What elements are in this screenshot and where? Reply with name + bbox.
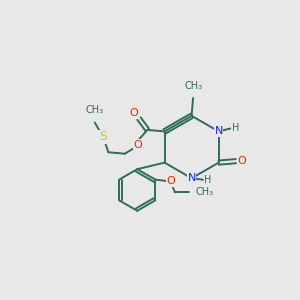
Text: CH₃: CH₃ bbox=[196, 188, 214, 197]
Text: O: O bbox=[166, 176, 175, 186]
Text: CH₃: CH₃ bbox=[184, 81, 202, 91]
Text: N: N bbox=[188, 173, 196, 183]
Text: O: O bbox=[237, 156, 246, 166]
Text: O: O bbox=[129, 108, 138, 118]
Text: CH₃: CH₃ bbox=[86, 105, 104, 115]
Text: O: O bbox=[133, 140, 142, 150]
Text: H: H bbox=[232, 124, 239, 134]
Text: N: N bbox=[214, 126, 223, 136]
Text: S: S bbox=[99, 130, 107, 143]
Text: H: H bbox=[204, 175, 211, 185]
